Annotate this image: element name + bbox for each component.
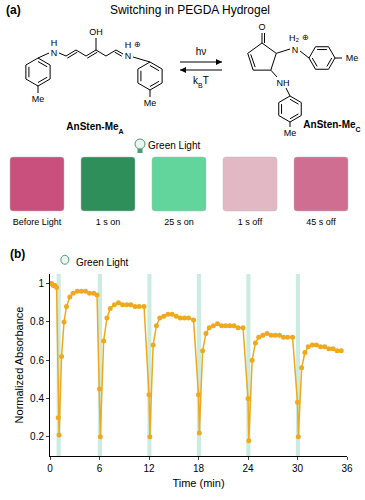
svg-text:H: H	[125, 40, 132, 50]
svg-text:Before Light: Before Light	[13, 217, 62, 227]
svg-text:Me: Me	[346, 53, 359, 63]
svg-text:6: 6	[97, 463, 103, 474]
svg-text:Green Light: Green Light	[148, 140, 200, 151]
svg-text:0.8: 0.8	[30, 316, 44, 327]
svg-text:Time (min): Time (min)	[172, 477, 224, 489]
svg-text:25 s on: 25 s on	[164, 217, 194, 227]
svg-text:Me: Me	[144, 98, 157, 108]
svg-text:0.4: 0.4	[30, 393, 44, 404]
svg-text:1 s on: 1 s on	[96, 217, 121, 227]
svg-text:0.6: 0.6	[30, 355, 44, 366]
svg-text:1: 1	[38, 278, 44, 289]
svg-text:NH: NH	[277, 78, 290, 88]
svg-text:0: 0	[47, 463, 53, 474]
svg-text:Normalized Absorbance: Normalized Absorbance	[13, 307, 25, 424]
svg-text:Me: Me	[284, 128, 297, 138]
svg-text:hν: hν	[196, 46, 207, 57]
svg-text:⊕: ⊕	[134, 40, 141, 49]
svg-text:⊕: ⊕	[302, 33, 309, 42]
svg-text:N: N	[125, 51, 132, 61]
svg-text:AnSten-MeC: AnSten-MeC	[303, 119, 360, 133]
svg-text:AnSten-MeA: AnSten-MeA	[66, 121, 123, 135]
svg-text:1 s off: 1 s off	[238, 217, 263, 227]
svg-text:36: 36	[341, 463, 353, 474]
svg-text:kBT: kBT	[193, 75, 209, 89]
svg-text:N: N	[51, 48, 58, 58]
svg-text:(b): (b)	[10, 247, 25, 261]
svg-text:O: O	[258, 22, 265, 32]
svg-text:(a): (a)	[6, 3, 21, 17]
svg-text:45 s off: 45 s off	[306, 217, 336, 227]
svg-text:0.2: 0.2	[30, 431, 44, 442]
svg-text:24: 24	[242, 463, 254, 474]
svg-text:12: 12	[143, 463, 155, 474]
svg-text:Green Light: Green Light	[76, 257, 128, 268]
svg-text:Switching in PEGDA Hydrogel: Switching in PEGDA Hydrogel	[110, 3, 270, 17]
svg-text:18: 18	[193, 463, 205, 474]
svg-text:30: 30	[292, 463, 304, 474]
svg-text:Me: Me	[32, 94, 45, 104]
svg-text:OH: OH	[89, 27, 103, 37]
svg-text:H: H	[51, 38, 58, 48]
svg-text:N: N	[292, 45, 299, 55]
svg-text:H₂: H₂	[289, 33, 299, 43]
